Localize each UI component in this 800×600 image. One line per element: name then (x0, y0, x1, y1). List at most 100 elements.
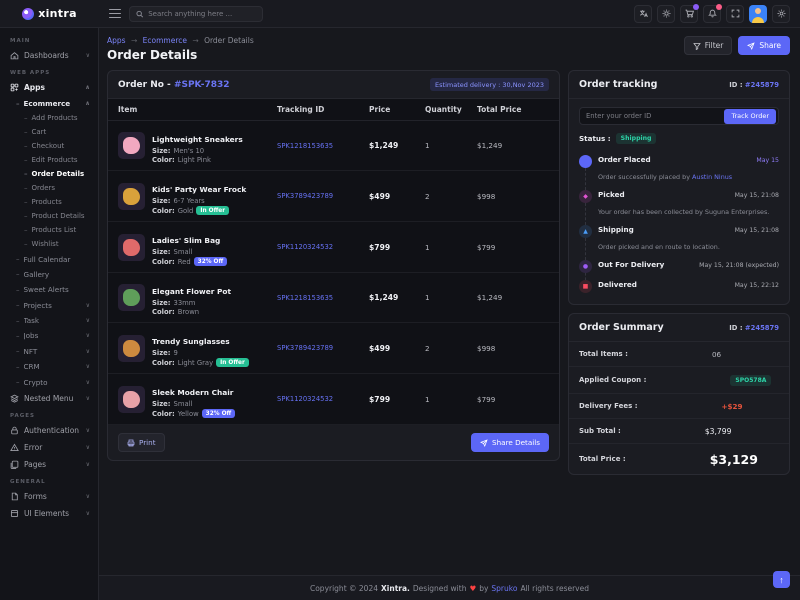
sidebar-item-nested-menu[interactable]: Nested Menu ∨ (0, 390, 98, 407)
footer-spruko-link[interactable]: Spruko (491, 583, 518, 593)
sun-icon (662, 9, 670, 18)
step-date: May 15, 22:12 (734, 281, 779, 289)
order-id-input[interactable] (586, 112, 725, 120)
chevron-down-icon: ∨ (85, 443, 90, 451)
menu-toggle-icon[interactable] (109, 9, 121, 18)
breadcrumb-ecommerce[interactable]: Ecommerce (142, 36, 187, 45)
sidebar-item-pages[interactable]: Pages ∨ (0, 456, 98, 473)
table-row[interactable]: Elegant Flower Pot Size: 33mm Color: Brown… (108, 273, 559, 323)
footer-brand: Xintra. (381, 583, 410, 593)
timeline-step-icon: ✓ (579, 154, 592, 168)
sidebar-subitem[interactable]: – Wishlist (24, 240, 59, 249)
sidebar-subitem[interactable]: – Edit Products (24, 156, 78, 165)
sidebar-subitem[interactable]: – CRM ∨ (16, 362, 90, 372)
tracking-id-link[interactable]: SPK3789423789 (277, 344, 334, 352)
estimated-delivery-badge: Estimated delivery : 30,Nov 2023 (430, 78, 549, 91)
theme-toggle-button[interactable] (657, 4, 675, 23)
sidebar-subitem[interactable]: – Orders (24, 184, 56, 193)
sidebar-subitem[interactable]: – Cart (24, 128, 47, 137)
chevron-down-icon: ∨ (85, 426, 90, 434)
sidebar-item-apps[interactable]: Apps ∧ (0, 79, 98, 96)
sidebar-subitem[interactable]: – Order Details (24, 170, 85, 179)
timeline-step: ✓ Order Placed May 15 Order successfully… (579, 151, 779, 190)
sidebar-subitem[interactable]: – Task ∨ (16, 316, 90, 326)
sidebar-item-ecommerce[interactable]: – Ecommerce ∧ (16, 99, 90, 109)
search-icon (136, 10, 144, 17)
share-details-button[interactable]: Share Details (471, 433, 549, 452)
order-number: Order No - #SPK-7832 (118, 79, 230, 90)
summary-id: ID : #245879 (729, 323, 779, 332)
table-row[interactable]: Trendy Sunglasses Size: 9 Color: Light Gra… (108, 323, 559, 374)
product-name: Kids' Party Wear Frock (152, 185, 247, 194)
chevron-down-icon: ∨ (85, 363, 90, 371)
tracking-id-link[interactable]: SPK1218153635 (277, 293, 334, 302)
scroll-to-top-button[interactable]: ↑ (773, 571, 790, 588)
notifications-badge (716, 3, 722, 10)
summary-row: Total Price : $3,129 (569, 444, 789, 474)
breadcrumb-current: Order Details (204, 36, 254, 45)
sidebar-subitem[interactable]: – Products List (24, 226, 77, 235)
table-row[interactable]: Ladies' Slim Bag Size: Small Color: Red 32… (108, 222, 559, 273)
breadcrumb-apps[interactable]: Apps (107, 36, 126, 45)
settings-button[interactable] (772, 4, 790, 23)
summary-row-label: Applied Coupon : (579, 376, 647, 384)
step-link[interactable]: Austin Ninus (692, 172, 733, 181)
tracking-id-link[interactable]: SPK1218153635 (277, 141, 334, 150)
fullscreen-button[interactable] (726, 4, 744, 23)
sidebar-item-ui-elements[interactable]: UI Elements ∨ (0, 505, 98, 522)
sidebar-subitem[interactable]: – Full Calendar (16, 254, 71, 264)
topbar: xintra (0, 0, 800, 28)
product-name: Elegant Flower Pot (152, 287, 231, 296)
summary-row: Sub Total : $3,799 (569, 419, 789, 444)
product-image (118, 182, 145, 210)
timeline-step: ◆ Picked May 15, 21:08 Your order has be… (579, 186, 779, 225)
order-card-footer: Print Share Details (108, 425, 559, 460)
sidebar-subitem[interactable]: – Crypto ∨ (16, 377, 90, 387)
tracking-id-link[interactable]: SPK1120324532 (277, 243, 334, 251)
cart-badge (693, 3, 699, 10)
file-icon (11, 492, 18, 501)
step-date: May 15, 21:08 (expected) (699, 261, 779, 269)
share-button[interactable]: Share (738, 36, 790, 55)
sidebar-subitem[interactable]: – Checkout (24, 142, 65, 151)
filter-button[interactable]: Filter (683, 36, 733, 55)
main-content: Apps → Ecommerce → Order Details Order D… (99, 28, 800, 575)
sidebar-subitem[interactable]: – Gallery (16, 269, 50, 279)
brand-logo[interactable]: xintra (0, 7, 99, 20)
tracking-id-link[interactable]: SPK3789423789 (277, 192, 334, 200)
item-total: $799 (477, 242, 496, 252)
product-image (118, 385, 145, 413)
item-quantity: 2 (425, 343, 430, 353)
sidebar-subitem[interactable]: – Projects ∨ (16, 300, 90, 310)
user-avatar[interactable] (749, 4, 767, 23)
table-row[interactable]: Sleek Modern Chair Size: Small Color: Yell… (108, 374, 559, 425)
sidebar-item-forms[interactable]: Forms ∨ (0, 488, 98, 505)
print-button[interactable]: Print (118, 433, 165, 452)
sidebar-subitem[interactable]: – Add Products (24, 114, 78, 123)
timeline-step-icon: ◆ (579, 189, 592, 203)
cart-button[interactable] (680, 3, 699, 23)
sidebar-item-error[interactable]: Error ∨ (0, 439, 98, 456)
sidebar-subitem[interactable]: – Product Details (24, 212, 85, 221)
tracking-id-link[interactable]: SPK1120324532 (277, 395, 334, 403)
sidebar-subitem[interactable]: – Products (24, 198, 62, 207)
order-id-link[interactable]: #SPK-7832 (173, 79, 230, 90)
sidebar-subitem[interactable]: – Sweet Alerts (16, 285, 69, 295)
table-row[interactable]: Kids' Party Wear Frock Size: 6-7 Years Co… (108, 171, 559, 222)
sidebar-item-dashboards[interactable]: Dashboards ∨ (0, 47, 98, 64)
track-order-button[interactable]: Track Order (724, 108, 776, 124)
product-size: Men's 10 (173, 147, 205, 155)
product-image (118, 233, 145, 261)
summary-row-label: Sub Total : (579, 427, 621, 435)
fullscreen-icon (731, 9, 739, 18)
sidebar-item-authentication[interactable]: Authentication ∨ (0, 422, 98, 439)
search-input[interactable] (148, 9, 256, 18)
sidebar-subitem[interactable]: – Jobs ∨ (16, 331, 90, 341)
notifications-button[interactable] (703, 3, 722, 23)
table-row[interactable]: Lightweight Sneakers Size: Men's 10 Color… (108, 121, 559, 171)
language-button[interactable] (634, 4, 652, 23)
product-name: Trendy Sunglasses (152, 337, 230, 346)
step-title: Picked (598, 189, 625, 199)
sidebar-subitem[interactable]: – NFT ∨ (16, 346, 90, 356)
